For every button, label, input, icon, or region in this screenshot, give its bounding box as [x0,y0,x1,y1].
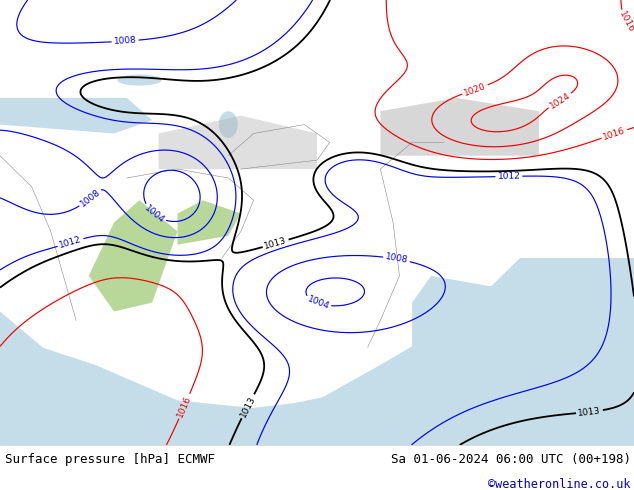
Polygon shape [178,200,241,245]
Polygon shape [380,98,539,156]
Polygon shape [412,276,520,378]
Text: 1012: 1012 [58,235,83,250]
Text: 1004: 1004 [306,295,330,312]
Ellipse shape [117,74,162,86]
Text: 1012: 1012 [498,172,521,181]
Text: 1016: 1016 [176,394,193,418]
Text: 1004: 1004 [143,203,166,225]
Text: 1008: 1008 [113,36,137,47]
Text: ©weatheronline.co.uk: ©weatheronline.co.uk [488,478,631,490]
Text: Surface pressure [hPa] ECMWF: Surface pressure [hPa] ECMWF [5,453,215,466]
Text: 1016: 1016 [602,126,627,142]
Text: 1013: 1013 [238,394,257,418]
Polygon shape [89,200,178,312]
Text: 1008: 1008 [384,253,408,266]
Polygon shape [0,258,634,445]
Ellipse shape [219,111,238,138]
Polygon shape [0,98,152,133]
Text: 1013: 1013 [578,406,602,417]
Text: 1020: 1020 [463,81,488,98]
Polygon shape [0,312,634,445]
Text: 1008: 1008 [79,187,102,209]
Text: 1016: 1016 [617,10,634,35]
Text: 1024: 1024 [548,91,572,110]
Text: 1013: 1013 [263,236,288,251]
Text: Sa 01-06-2024 06:00 UTC (00+198): Sa 01-06-2024 06:00 UTC (00+198) [391,453,631,466]
Polygon shape [158,116,317,169]
